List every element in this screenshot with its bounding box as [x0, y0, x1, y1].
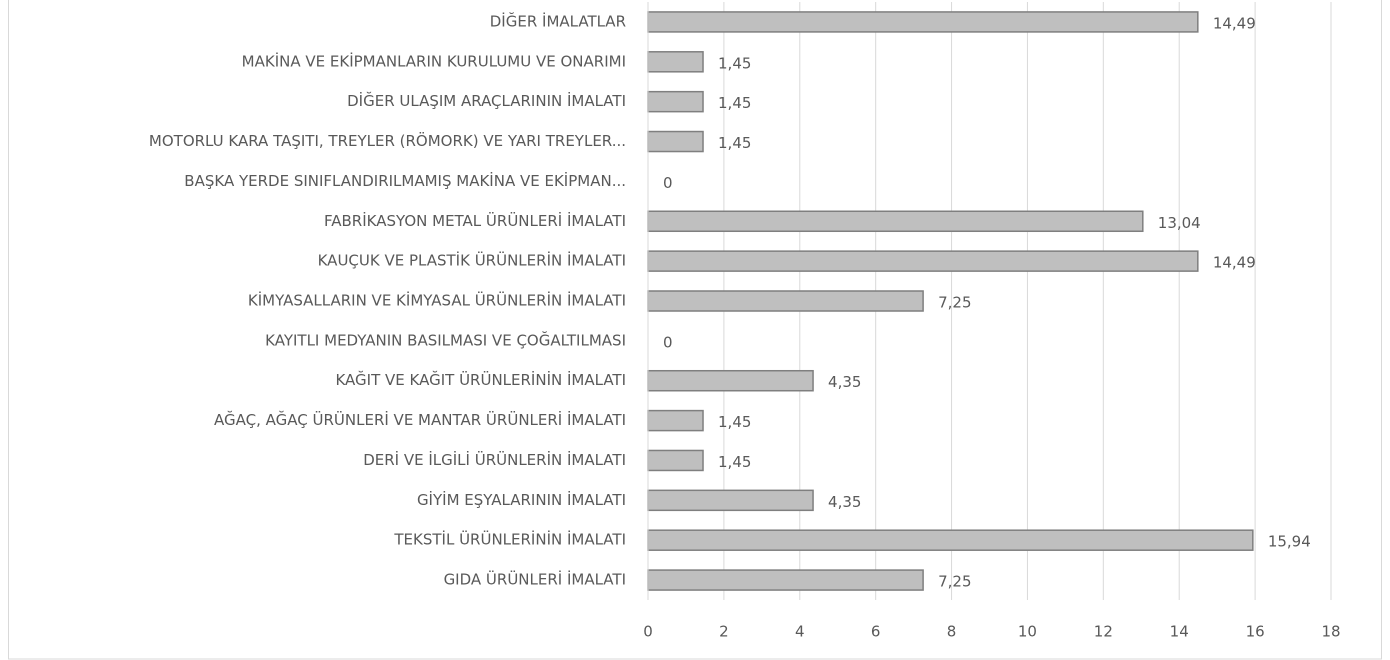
x-tick-label: 10	[1018, 623, 1037, 641]
x-tick-label: 16	[1246, 623, 1265, 641]
y-tick-label: DERİ VE İLGİLİ ÜRÜNLERİN İMALATI	[363, 450, 626, 469]
x-tick-label: 8	[947, 623, 957, 641]
y-tick-label: KAĞIT VE KAĞIT ÜRÜNLERİNİN İMALATI	[335, 370, 626, 389]
y-tick-label: TEKSTİL ÜRÜNLERİNİN İMALATI	[393, 530, 626, 549]
y-tick-label: KAYITLI MEDYANIN BASILMASI VE ÇOĞALTILMA…	[265, 330, 626, 349]
y-tick-label: MOTORLU KARA TAŞITI, TREYLER (RÖMORK) VE…	[149, 131, 626, 150]
y-tick-label: MAKİNA VE EKİPMANLARIN KURULUMU VE ONARI…	[242, 51, 626, 70]
x-tick-label: 4	[795, 623, 805, 641]
value-label: 13,04	[1158, 214, 1201, 232]
value-label: 7,25	[938, 573, 971, 591]
value-label: 1,45	[718, 94, 751, 112]
bar	[647, 489, 814, 512]
y-tick-label: DİĞER ULAŞIM ARAÇLARININ İMALATI	[347, 91, 626, 110]
y-tick-label: KAUÇUK VE PLASTİK ÜRÜNLERİN İMALATI	[318, 251, 626, 270]
value-label: 4,35	[828, 373, 861, 391]
x-tick-label: 6	[871, 623, 881, 641]
bar	[647, 210, 1144, 233]
bar	[647, 409, 704, 432]
y-tick-label: FABRİKASYON METAL ÜRÜNLERİ İMALATI	[324, 211, 626, 230]
value-label: 0	[663, 174, 673, 192]
bar	[647, 290, 924, 312]
bar	[647, 449, 704, 472]
x-tick-label: 2	[719, 623, 729, 641]
value-label: 14,49	[1213, 14, 1256, 32]
value-label: 0	[663, 333, 673, 351]
chart-border	[8, 0, 1382, 660]
y-tick-label: BAŞKA YERDE SINIFLANDIRILMAMIŞ MAKİNA VE…	[184, 171, 626, 190]
bar	[647, 569, 924, 591]
value-label: 4,35	[828, 493, 861, 511]
bar	[647, 130, 704, 153]
value-label: 1,45	[718, 413, 751, 431]
bar	[647, 11, 1199, 33]
value-label: 1,45	[718, 453, 751, 471]
y-tick-label: AĞAÇ, AĞAÇ ÜRÜNLERİ VE MANTAR ÜRÜNLERİ İ…	[214, 410, 626, 429]
x-tick-label: 12	[1094, 623, 1113, 641]
value-label: 1,45	[718, 54, 751, 72]
x-tick-label: 18	[1321, 623, 1340, 641]
y-tick-label: KİMYASALLARIN VE KİMYASAL ÜRÜNLERİN İMAL…	[248, 291, 626, 310]
bar	[647, 529, 1254, 551]
value-label: 15,94	[1268, 533, 1311, 551]
bar	[647, 250, 1199, 272]
bar	[647, 369, 814, 392]
bar	[647, 90, 704, 113]
x-tick-label: 14	[1170, 623, 1189, 641]
value-label: 1,45	[718, 134, 751, 152]
value-label: 14,49	[1213, 254, 1256, 272]
y-tick-label: GIDA ÜRÜNLERİ İMALATI	[444, 570, 626, 589]
bar	[647, 51, 704, 73]
y-tick-label: GİYİM EŞYALARININ İMALATI	[417, 490, 626, 509]
y-tick-label: DİĞER İMALATLAR	[490, 11, 626, 30]
value-label: 7,25	[938, 294, 971, 312]
x-tick-label: 0	[643, 623, 653, 641]
